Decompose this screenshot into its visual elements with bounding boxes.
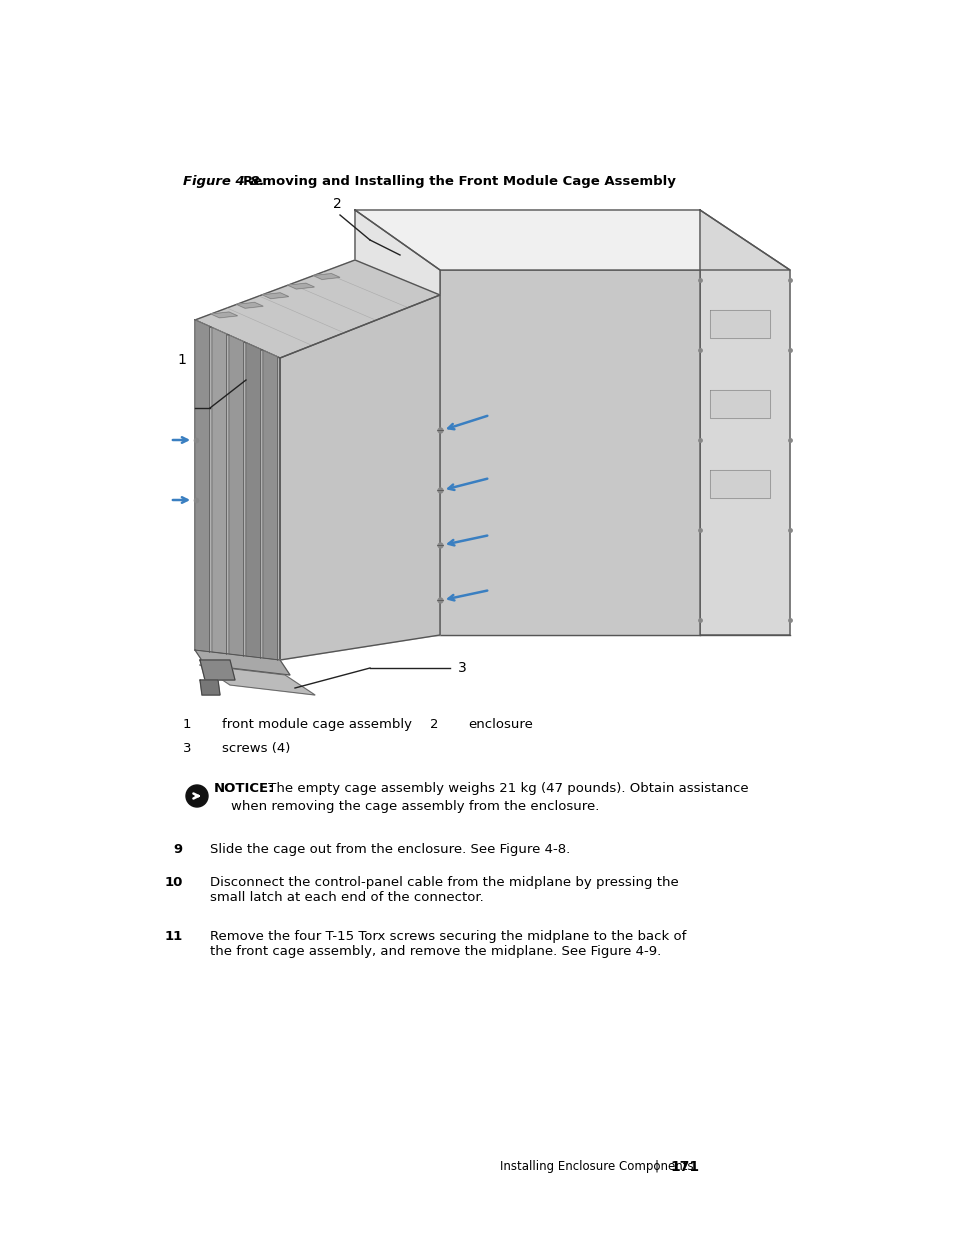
- Polygon shape: [439, 270, 700, 635]
- Text: 1: 1: [177, 353, 186, 367]
- Polygon shape: [212, 327, 226, 653]
- Polygon shape: [194, 261, 439, 358]
- Polygon shape: [194, 320, 210, 652]
- Polygon shape: [194, 650, 290, 676]
- Polygon shape: [314, 274, 339, 279]
- Text: 171: 171: [669, 1160, 699, 1174]
- Polygon shape: [288, 283, 314, 289]
- Polygon shape: [229, 335, 243, 656]
- Text: 9: 9: [173, 844, 183, 856]
- Polygon shape: [280, 295, 439, 659]
- Text: 1: 1: [183, 718, 192, 731]
- Text: 3: 3: [183, 742, 192, 755]
- Text: |: |: [655, 1160, 659, 1173]
- Polygon shape: [700, 210, 789, 635]
- Polygon shape: [200, 664, 314, 695]
- Polygon shape: [355, 210, 789, 270]
- Text: Installing Enclosure Components: Installing Enclosure Components: [499, 1160, 693, 1173]
- Text: front module cage assembly: front module cage assembly: [222, 718, 412, 731]
- Text: 10: 10: [165, 876, 183, 889]
- Text: screws (4): screws (4): [222, 742, 290, 755]
- Polygon shape: [200, 659, 234, 680]
- Text: 3: 3: [457, 661, 466, 676]
- Text: 11: 11: [165, 930, 183, 944]
- Text: 2: 2: [333, 198, 341, 211]
- Polygon shape: [211, 312, 237, 317]
- Polygon shape: [200, 680, 220, 695]
- Polygon shape: [236, 303, 263, 309]
- Text: Disconnect the control-panel cable from the midplane by pressing the
small latch: Disconnect the control-panel cable from …: [210, 876, 678, 904]
- Text: The empty cage assembly weighs 21 kg (47 pounds). Obtain assistance: The empty cage assembly weighs 21 kg (47…: [264, 782, 748, 795]
- Text: Remove the four T-15 Torx screws securing the midplane to the back of
the front : Remove the four T-15 Torx screws securin…: [210, 930, 685, 958]
- Polygon shape: [355, 210, 439, 635]
- Polygon shape: [263, 351, 277, 659]
- Circle shape: [186, 785, 208, 806]
- Polygon shape: [709, 471, 769, 498]
- Polygon shape: [194, 320, 280, 659]
- Text: Slide the cage out from the enclosure. See Figure 4-8.: Slide the cage out from the enclosure. S…: [210, 844, 570, 856]
- Polygon shape: [246, 343, 260, 658]
- Text: NOTICE:: NOTICE:: [213, 782, 274, 795]
- Text: enclosure: enclosure: [468, 718, 533, 731]
- Polygon shape: [709, 390, 769, 417]
- Polygon shape: [262, 293, 289, 299]
- Text: Removing and Installing the Front Module Cage Assembly: Removing and Installing the Front Module…: [243, 175, 675, 188]
- Text: 2: 2: [430, 718, 438, 731]
- Text: when removing the cage assembly from the enclosure.: when removing the cage assembly from the…: [231, 800, 598, 813]
- Text: Figure 4-8.: Figure 4-8.: [183, 175, 264, 188]
- Polygon shape: [709, 310, 769, 338]
